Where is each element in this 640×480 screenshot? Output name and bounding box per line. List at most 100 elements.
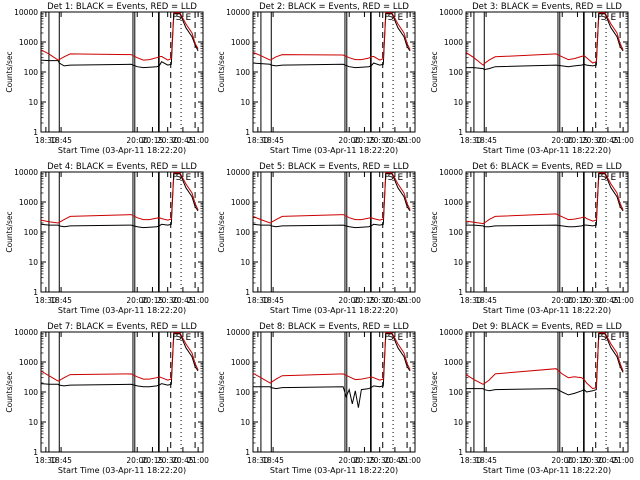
annotation-e: E (611, 13, 617, 23)
series-line-lld (40, 12, 199, 61)
annotation-s: S (388, 173, 394, 183)
x-tick-label: 18:30 (460, 456, 482, 465)
plot-frame (465, 331, 629, 453)
x-tick-label: 20:00 (126, 456, 148, 465)
series-line-lld (465, 332, 624, 390)
annotation-s: S (176, 333, 182, 343)
y-tick-label: 100 (449, 388, 464, 397)
annotation-f: F (384, 13, 389, 23)
chart-panel-4: Det 4: BLACK = Events, RED = LLD 1 10 100 10… (5, 162, 209, 315)
x-tick-label: 18:45 (262, 456, 284, 465)
series-line-events (252, 12, 411, 69)
series-line-lld (465, 12, 624, 66)
y-tick-label: 10000 (226, 8, 250, 17)
x-tick-label: 20:15 (567, 136, 589, 145)
x-tick-label: 18:45 (50, 136, 72, 145)
x-tick-label: 20:00 (551, 456, 573, 465)
series-line-events (466, 12, 624, 71)
x-tick-label: 20:00 (338, 456, 360, 465)
y-tick-label: 100 (24, 388, 39, 397)
y-tick-label: 10 (453, 418, 463, 427)
plot-frame (465, 11, 629, 133)
y-axis-label: Counts/sec (430, 371, 439, 412)
x-tick-label: 21:00 (612, 136, 634, 145)
chart-panel-1: Det 1: BLACK = Events, RED = LLD 1 10 100 10… (5, 2, 209, 155)
x-tick-label: 18:30 (35, 136, 57, 145)
y-tick-label: 100 (24, 68, 39, 77)
x-tick-label: 20:30 (369, 456, 391, 465)
x-tick-label: 20:45 (172, 136, 194, 145)
x-tick-label: 20:30 (369, 136, 391, 145)
x-axis-label: Start Time (03-Apr-11 18:22:20) (483, 306, 611, 315)
y-tick-label: 1 (33, 288, 38, 297)
x-tick-label: 18:45 (50, 296, 72, 305)
y-tick-label: 1 (245, 448, 250, 457)
chart-panel-8: Det 8: BLACK = Events, RED = LLD 1 10 100 10… (217, 322, 421, 475)
annotation-e: E (186, 173, 192, 183)
x-tick-label: 20:45 (172, 456, 194, 465)
y-tick-label: 10 (240, 98, 250, 107)
y-tick-label: 10000 (439, 168, 463, 177)
series-line-lld (252, 332, 411, 384)
x-tick-label: 20:00 (126, 296, 148, 305)
chart-title: Det 2: BLACK = Events, RED = LLD (259, 2, 409, 12)
plot-frame (252, 331, 416, 453)
x-tick-label: 18:30 (460, 296, 482, 305)
y-tick-label: 1000 (444, 358, 463, 367)
series-line-events (252, 172, 411, 229)
x-tick-label: 18:30 (247, 136, 269, 145)
y-tick-label: 10 (28, 98, 38, 107)
series-line-events (466, 332, 624, 396)
chart-title: Det 6: BLACK = Events, RED = LLD (472, 162, 622, 172)
y-axis-label: Counts/sec (5, 51, 14, 92)
annotation-e: E (186, 333, 192, 343)
x-tick-label: 18:45 (475, 136, 497, 145)
x-tick-label: 21:00 (399, 456, 421, 465)
y-tick-label: 100 (236, 68, 251, 77)
chart-title: Det 8: BLACK = Events, RED = LLD (259, 322, 409, 332)
y-tick-label: 1 (458, 128, 463, 137)
x-tick-label: 20:00 (551, 136, 573, 145)
x-tick-label: 20:00 (338, 136, 360, 145)
x-tick-label: 20:15 (354, 296, 376, 305)
y-tick-label: 1000 (231, 38, 250, 47)
annotation-s: S (176, 13, 182, 23)
annotation-s: S (601, 173, 607, 183)
x-tick-label: 18:30 (247, 456, 269, 465)
series-line-lld (252, 12, 411, 61)
chart-panel-5: Det 5: BLACK = Events, RED = LLD 1 10 100 10… (217, 162, 421, 315)
x-axis-label: Start Time (03-Apr-11 18:22:20) (483, 466, 611, 475)
plot-frame (40, 331, 204, 453)
x-tick-label: 20:30 (157, 456, 179, 465)
chart-panel-6: Det 6: BLACK = Events, RED = LLD 1 10 100 10… (430, 162, 634, 315)
annotation-f: F (172, 13, 177, 23)
x-tick-label: 20:15 (142, 136, 164, 145)
y-tick-label: 100 (449, 68, 464, 77)
y-axis-label: Counts/sec (430, 211, 439, 252)
y-tick-label: 10000 (14, 8, 38, 17)
y-tick-label: 1 (245, 288, 250, 297)
x-tick-label: 18:45 (475, 296, 497, 305)
y-tick-label: 1000 (19, 38, 38, 47)
annotation-e: E (611, 333, 617, 343)
y-axis-label: Counts/sec (5, 371, 14, 412)
y-tick-label: 10 (240, 418, 250, 427)
y-tick-label: 10 (453, 258, 463, 267)
y-tick-label: 10000 (226, 328, 250, 337)
chart-panel-9: Det 9: BLACK = Events, RED = LLD 1 10 100 10… (430, 322, 634, 475)
series-line-lld (40, 332, 199, 382)
chart-title: Det 1: BLACK = Events, RED = LLD (47, 2, 197, 12)
y-tick-label: 10000 (14, 328, 38, 337)
y-tick-label: 100 (236, 228, 251, 237)
x-tick-label: 18:45 (262, 136, 284, 145)
y-tick-label: 1000 (19, 198, 38, 207)
x-tick-label: 20:45 (597, 456, 619, 465)
y-tick-label: 1 (245, 128, 250, 137)
y-axis-label: Counts/sec (217, 211, 226, 252)
y-tick-label: 1 (33, 128, 38, 137)
x-tick-label: 20:45 (597, 136, 619, 145)
annotation-e: E (611, 173, 617, 183)
annotation-f: F (172, 333, 177, 343)
y-axis-label: Counts/sec (217, 371, 226, 412)
x-tick-label: 20:15 (567, 296, 589, 305)
